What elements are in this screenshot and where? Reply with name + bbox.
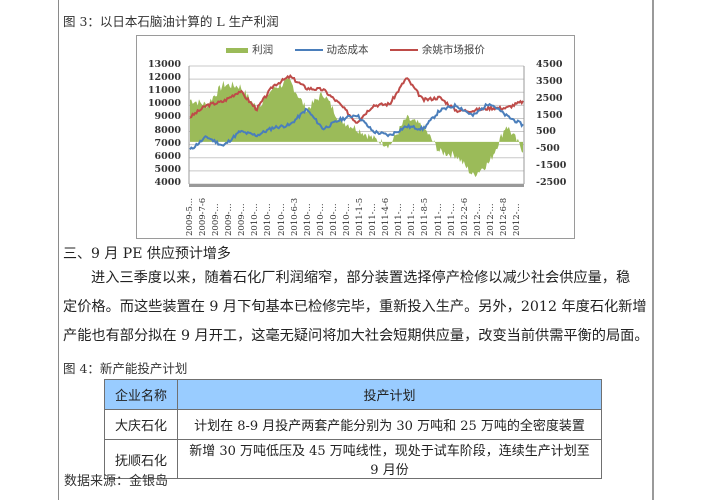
company-cell: 抚顺石化 xyxy=(104,439,178,479)
right-axis-tick: 3500 xyxy=(536,75,563,87)
right-axis-tick: 1500 xyxy=(536,109,563,121)
x-axis-tick: 2011-... xyxy=(407,203,418,236)
paragraph-line-2: 定价格。而这些装置在 9 月下旬基本已检修完毕，重新投入生产。另外，2012 年… xyxy=(63,299,647,315)
legend-price: 余姚市场报价 xyxy=(389,42,485,57)
x-axis-tick: 2012-... xyxy=(472,203,483,236)
capacity-plan-table: 企业名称 投产计划 大庆石化 计划在 8-9 月投产两套产能分别为 30 万吨和… xyxy=(104,379,602,479)
x-axis-tick: 2011-4-6 xyxy=(381,197,392,236)
x-axis-tick: 2012-6-8 xyxy=(498,197,509,236)
price-swatch-icon xyxy=(389,49,418,51)
right-axis-tick: 4500 xyxy=(536,59,563,70)
x-axis-tick: 2010-... xyxy=(263,203,274,236)
x-axis-tick: 2012-2-6 xyxy=(459,197,470,236)
section-heading: 三、9 月 PE 供应预计增多 xyxy=(63,246,231,262)
profit-swatch-icon xyxy=(226,47,249,53)
x-axis-tick: 2010-... xyxy=(315,203,326,236)
right-axis-tick: 500 xyxy=(536,126,556,138)
table-row: 抚顺石化 新增 30 万吨低压及 45 万吨线性，现处于试车阶段，连续生产计划至… xyxy=(104,439,602,479)
x-axis-tick: 2011-8-5 xyxy=(420,197,431,236)
plan-cell: 计划在 8-9 月投产两套产能分别为 30 万吨和 25 万吨的全密度装置 xyxy=(177,409,602,440)
data-source: 数据来源：金银岛 xyxy=(64,474,169,489)
left-axis-tick: 7000 xyxy=(154,137,181,149)
header-plan: 投产计划 xyxy=(177,379,602,410)
x-axis-tick: 2009-... xyxy=(211,203,222,236)
table-row: 大庆石化 计划在 8-9 月投产两套产能分别为 30 万吨和 25 万吨的全密度… xyxy=(104,409,602,440)
x-axis-tick: 2009-5... xyxy=(185,197,195,236)
left-axis-tick: 4000 xyxy=(154,177,181,188)
table-header-row: 企业名称 投产计划 xyxy=(104,379,602,410)
page-right-border xyxy=(652,0,654,500)
x-axis-tick: 2010-... xyxy=(341,203,352,236)
x-axis-tick: 2011-... xyxy=(446,203,457,236)
chart-plot xyxy=(188,65,525,187)
x-axis-tick: 2010-... xyxy=(302,203,313,236)
x-axis-tick: 2009-... xyxy=(237,203,248,236)
x-axis-tick: 2012-... xyxy=(512,203,522,236)
x-axis-tick: 2010-... xyxy=(250,203,261,236)
left-axis-tick: 11000 xyxy=(147,85,181,97)
legend-cost: 动态成本 xyxy=(294,42,369,57)
x-axis-tick: 2011-... xyxy=(433,203,444,236)
paragraph-line-3: 产能也有部分拟在 9 月开工，这毫无疑问将加大社会短期供应量，改变当前供需平衡的… xyxy=(63,328,649,344)
legend-label: 利润 xyxy=(252,44,274,56)
legend-label: 动态成本 xyxy=(326,44,369,56)
left-axis-tick: 8000 xyxy=(154,124,181,136)
header-company: 企业名称 xyxy=(104,379,178,410)
x-axis-tick: 2011-... xyxy=(368,203,379,236)
figure4-caption: 图 4：新产能投产计划 xyxy=(63,361,188,376)
x-axis-tick: 2011-... xyxy=(394,203,405,236)
x-axis-tick: 2010-... xyxy=(328,203,339,236)
x-axis-tick: 2009-7-6 xyxy=(198,197,209,236)
legend-profit: 利润 xyxy=(226,42,273,57)
x-axis-tick: 2010-6-3 xyxy=(289,197,300,236)
right-axis-tick: -2500 xyxy=(536,177,567,188)
right-axis-tick: -500 xyxy=(536,143,560,155)
left-axis-tick: 12000 xyxy=(147,72,181,84)
page-left-border xyxy=(58,0,59,500)
paragraph-line-1: 进入三季度以来，随着石化厂利润缩窄，部分装置选择停产检修以减少社会供应量，稳 xyxy=(91,270,631,286)
left-axis-tick: 5000 xyxy=(154,163,181,175)
left-axis-tick: 10000 xyxy=(147,98,181,110)
left-axis-tick: 9000 xyxy=(154,111,181,123)
right-axis-tick: -1500 xyxy=(536,160,567,172)
left-axis-tick: 6000 xyxy=(154,150,181,162)
x-axis-tick: 2012-... xyxy=(485,203,496,236)
right-axis-tick: 2500 xyxy=(536,92,563,104)
cost-swatch-icon xyxy=(294,49,323,51)
plan-cell: 新增 30 万吨低压及 45 万吨线性，现处于试车阶段，连续生产计划至 9 月份 xyxy=(177,439,602,479)
legend-label: 余姚市场报价 xyxy=(421,44,485,56)
x-axis-tick: 2009-... xyxy=(224,203,235,236)
x-axis-tick: 2010-... xyxy=(276,203,287,236)
profit-chart: 利润 动态成本 余姚市场报价 13000 12000 11000 10000 9000 8… xyxy=(136,35,575,239)
left-axis-tick: 13000 xyxy=(147,59,181,70)
figure3-caption: 图 3：以日本石脑油计算的 L 生产利润 xyxy=(63,14,279,29)
company-cell: 大庆石化 xyxy=(104,409,178,440)
chart-legend: 利润 动态成本 余姚市场报价 xyxy=(137,42,574,57)
x-axis-tick: 2011-1-5 xyxy=(355,197,366,236)
